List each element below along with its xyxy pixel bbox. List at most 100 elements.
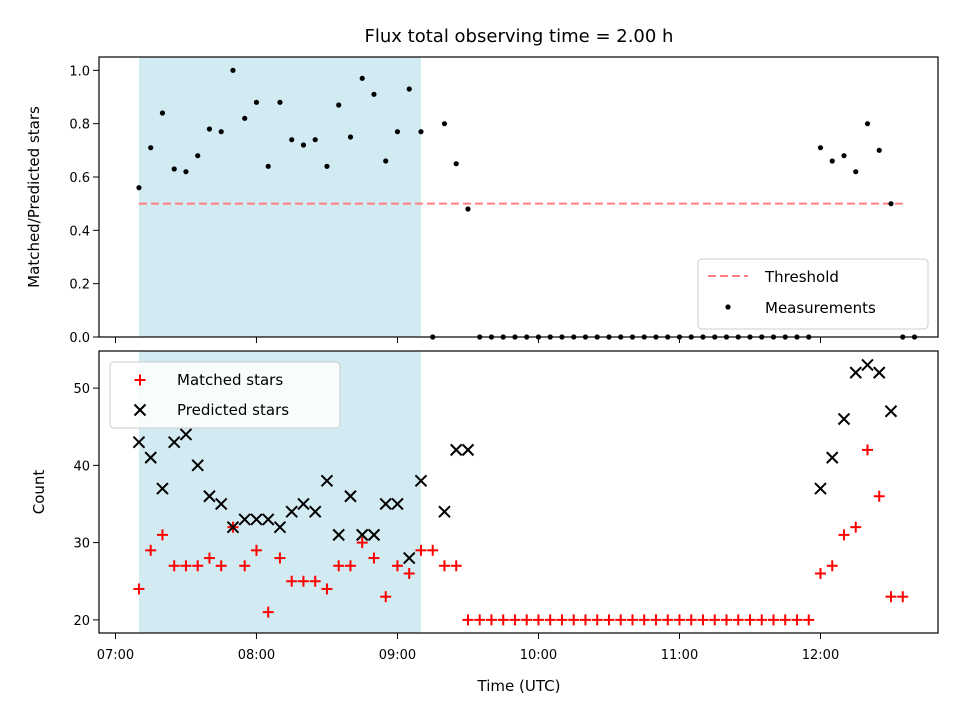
predicted-point-b <box>250 513 263 526</box>
measurement-point <box>841 153 847 159</box>
predicted-point <box>873 366 886 379</box>
measurement-point <box>136 185 142 191</box>
measurement-point <box>829 158 835 164</box>
matched-point <box>615 614 627 626</box>
matched-point <box>756 614 768 626</box>
predicted-point <box>238 513 251 526</box>
predicted-point-b <box>215 497 228 511</box>
predicted-point-b <box>438 505 451 518</box>
predicted-point-b <box>226 520 240 534</box>
measurement-point <box>148 145 154 151</box>
bottom-x-tick-label: 11:00 <box>661 648 698 663</box>
top-y-axis-label: Matched/Predicted stars <box>25 106 43 288</box>
predicted-point <box>156 482 169 495</box>
measurement-point <box>453 161 459 167</box>
matched-point <box>767 614 779 626</box>
matched-point <box>168 560 180 572</box>
matched-point <box>497 614 509 626</box>
predicted-point <box>344 490 357 503</box>
predicted-point-b <box>814 482 827 495</box>
top-y-tick-label: 1.0 <box>69 64 90 79</box>
matched-point <box>145 544 157 556</box>
matched-point <box>685 614 697 626</box>
predicted-point <box>262 513 275 526</box>
matched-point <box>662 614 674 626</box>
predicted-point <box>215 497 228 511</box>
measurement-point <box>206 126 213 132</box>
matched-point <box>838 529 850 541</box>
predicted-point <box>461 443 475 457</box>
x-axis-label: Time (UTC) <box>477 677 561 695</box>
predicted-point-b <box>156 482 169 495</box>
matched-point <box>450 560 462 572</box>
bottom-y-axis-label: Count <box>30 470 48 515</box>
matched-point <box>368 552 380 564</box>
matched-point <box>532 614 544 626</box>
measurement-point <box>171 166 177 172</box>
matched-point <box>650 614 662 626</box>
predicted-point-b <box>144 451 157 464</box>
bottom-legend: Matched stars Predicted stars <box>109 361 341 429</box>
matched-point <box>180 560 192 572</box>
predicted-point-b <box>238 513 251 526</box>
top-y-tick-label: 0.8 <box>69 118 90 133</box>
bottom-y-tick-label: 30 <box>73 537 90 552</box>
bottom-x-tick-label: 08:00 <box>238 648 275 663</box>
predicted-point-b <box>297 497 310 511</box>
matched-point <box>344 560 356 572</box>
top-y-tick-label: 0.6 <box>69 171 90 186</box>
matched-point <box>462 614 474 626</box>
matched-point <box>509 614 521 626</box>
matched-point <box>192 560 204 572</box>
measurement-point <box>888 201 894 207</box>
measurement-point <box>336 102 342 108</box>
predicted-point-b <box>391 497 404 511</box>
predicted-point-b <box>403 551 416 565</box>
predicted-point <box>849 366 862 379</box>
matched-point <box>791 614 803 626</box>
matched-point <box>556 614 568 626</box>
predicted-point <box>320 474 334 488</box>
predicted-point-b <box>191 459 204 472</box>
predicted-point-b <box>320 474 334 488</box>
measurement-point <box>853 169 859 175</box>
matched-point <box>333 560 345 572</box>
predicted-point-b <box>414 474 428 488</box>
matched-point <box>673 614 685 626</box>
measurement-point <box>195 153 201 159</box>
matched-point <box>262 606 274 618</box>
predicted-point-b <box>461 443 475 457</box>
predicted-point <box>403 551 416 565</box>
measurement-point <box>289 137 295 143</box>
measurement-point <box>441 121 448 127</box>
predicted-point <box>391 497 404 511</box>
matched-point <box>814 568 826 580</box>
matched-point <box>850 521 862 533</box>
measurement-point <box>324 163 330 169</box>
predicted-point <box>379 497 392 511</box>
predicted-point <box>861 358 874 372</box>
measurement-point <box>159 110 166 116</box>
matched-point <box>427 544 439 556</box>
predicted-point <box>884 405 898 418</box>
measurement-point <box>242 115 248 121</box>
predicted-point <box>273 520 287 534</box>
top-y-tick-label: 0.0 <box>69 331 90 346</box>
matched-point <box>380 591 392 603</box>
top-legend-box <box>697 258 929 330</box>
matched-point <box>720 614 732 626</box>
matched-point <box>732 614 744 626</box>
predicted-point <box>414 474 428 488</box>
predicted-point-b <box>826 451 839 464</box>
predicted-point <box>297 497 310 511</box>
chart-title: Flux total observing time = 2.00 h <box>365 26 674 47</box>
measurement-point <box>864 121 871 127</box>
predicted-point-b <box>167 435 181 449</box>
matched-point <box>415 544 427 556</box>
legend-measurements-label: Measurements <box>765 299 876 317</box>
predicted-point <box>179 428 193 441</box>
matched-point <box>203 552 215 564</box>
measurement-point <box>300 142 307 148</box>
predicted-point <box>332 528 345 542</box>
